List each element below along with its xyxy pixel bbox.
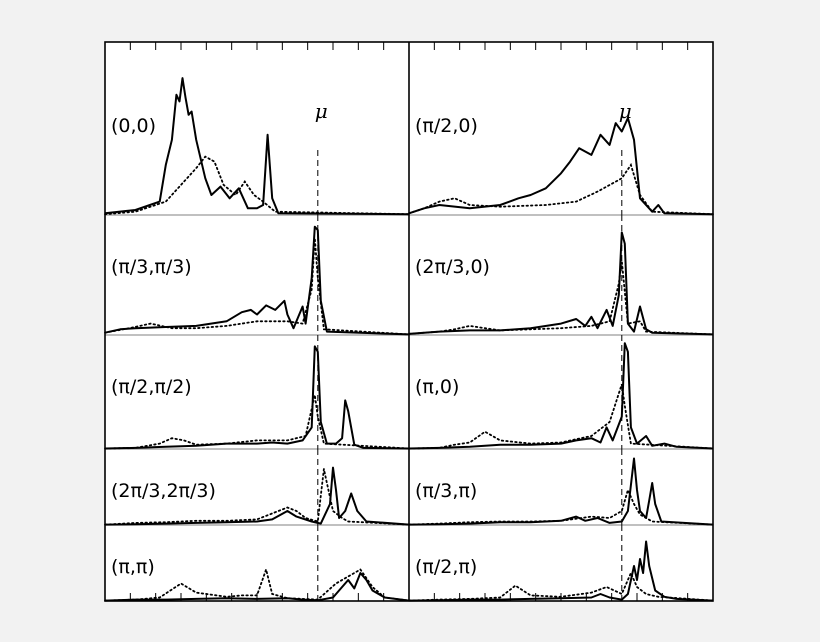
panel: (π/3,π): [408, 449, 714, 526]
panel: μ (π/2,0): [408, 99, 714, 216]
dotted-spectrum-line: [104, 566, 410, 602]
solid-spectrum-line: [104, 572, 410, 602]
panel: (2π/3,0): [408, 215, 714, 336]
mu-label: μ: [619, 99, 632, 123]
panel-label: (2π/3,0): [415, 256, 490, 278]
solid-spectrum-line: [104, 225, 410, 336]
panel: (π/3,π/3): [104, 215, 410, 336]
solid-spectrum-line: [104, 466, 410, 526]
panel-label: (π/3,π): [415, 480, 477, 502]
panel-label: (π/2,π): [415, 556, 477, 578]
dotted-spectrum-line: [104, 155, 410, 216]
panel-label: (2π/3,2π/3): [111, 480, 216, 502]
panel: (π,π): [104, 525, 410, 602]
panel-label: (π,0): [415, 376, 459, 398]
solid-spectrum-line: [408, 117, 714, 216]
dotted-spectrum-line: [104, 238, 410, 336]
spectral-panels: μ (0,0) μ (π/2,0) (π/3,π/3) (2π/3,0) (π/2,π/2)…: [104, 77, 714, 602]
panel-label: (0,0): [111, 115, 156, 137]
panel: (2π/3,2π/3): [104, 449, 410, 526]
dotted-spectrum-line: [408, 260, 714, 336]
panel: (π/2,π/2): [104, 335, 410, 450]
panel: (π/2,π): [408, 525, 714, 602]
solid-spectrum-line: [408, 342, 714, 450]
panel-label: (π/2,π/2): [111, 376, 192, 398]
panel: μ (0,0): [104, 77, 410, 216]
panel: (π,0): [408, 335, 714, 450]
solid-spectrum-line: [104, 77, 410, 216]
panel-label: (π/3,π/3): [111, 256, 192, 278]
solid-spectrum-line: [408, 540, 714, 602]
solid-spectrum-line: [408, 231, 714, 336]
dotted-spectrum-line: [408, 570, 714, 602]
solid-spectrum-line: [408, 457, 714, 526]
dotted-spectrum-line: [104, 394, 410, 450]
dotted-spectrum-line: [408, 487, 714, 526]
solid-spectrum-line: [104, 345, 410, 450]
dotted-spectrum-line: [408, 383, 714, 450]
panel-label: (π/2,0): [415, 115, 478, 137]
dotted-spectrum-line: [104, 468, 410, 526]
panel-label: (π,π): [111, 556, 155, 578]
mu-label: μ: [315, 99, 328, 123]
